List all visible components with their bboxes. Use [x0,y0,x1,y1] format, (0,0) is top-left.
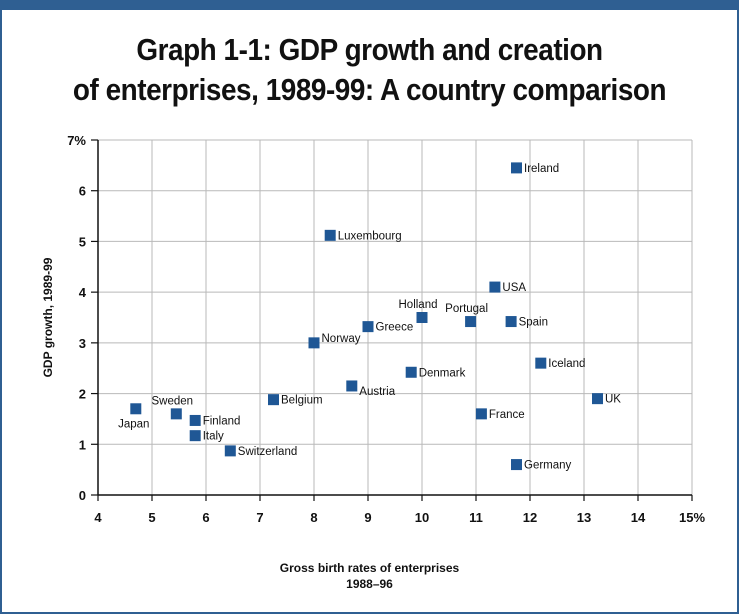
data-point-label: Austria [359,386,395,398]
data-point-label: Iceland [548,358,585,370]
y-tick-label: 2 [79,387,86,402]
chart-title: Graph 1-1: GDP growth and creation of en… [39,30,701,110]
data-point-marker [489,281,501,293]
data-point-label: Japan [118,418,149,430]
data-point-marker [268,394,279,406]
data-point-label: France [489,409,525,421]
y-tick-label: 3 [79,336,86,351]
data-point-marker [362,321,374,333]
data-point-marker [535,357,547,369]
data-point-marker [475,408,487,420]
data-point-marker [592,393,603,405]
top-accent-bar [0,0,739,10]
data-point-marker [130,403,142,415]
data-point-label: Finland [203,415,241,427]
axes [91,139,693,501]
data-point-label: USA [502,282,526,294]
data-point-marker [224,445,236,457]
x-tick-label: 13 [577,510,591,525]
data-point-marker [308,337,320,349]
x-axis-label-line-2: 1988–96 [346,577,393,591]
data-point-marker [324,229,336,241]
data-point-label: Luxembourg [338,230,402,242]
y-tick-label: 6 [79,184,86,199]
data-point-label: Holland [399,299,438,311]
data-point-marker [346,380,358,392]
y-tick-label: 0 [79,488,86,503]
data-point-label: Germany [524,460,572,472]
data-point-marker [511,459,522,471]
x-tick-label: 6 [202,510,209,525]
x-tick-label: 11 [469,510,483,525]
chart-title-line-1: Graph 1-1: GDP growth and creation [136,32,603,67]
grid [98,139,693,495]
data-point-label: Spain [519,317,548,329]
data-point-marker [511,162,522,174]
data-point-label: Denmark [419,367,466,379]
data-point-label: Switzerland [238,446,297,458]
data-point-label: Greece [376,322,414,334]
x-tick-label: 15% [679,510,705,525]
x-tick-label: 9 [364,510,371,525]
x-tick-label: 12 [523,510,537,525]
data-point-marker [465,316,477,328]
chart-title-line-2: of enterprises, 1989-99: A country compa… [72,72,667,107]
data-point-label: Portugal [445,303,488,315]
y-tick-label: 4 [79,285,87,300]
data-point-label: Ireland [524,163,559,175]
data-point-marker [189,430,201,442]
y-tick-label: 1 [79,437,86,452]
data-point-marker [189,414,201,426]
x-tick-label: 14 [631,510,646,525]
x-tick-label: 5 [148,510,155,525]
x-axis-label: Gross birth rates of enterprises 1988–96 [2,560,737,592]
data-point-marker [405,366,417,378]
data-point-label: Italy [203,431,224,443]
data-point-marker [505,316,517,328]
x-axis-label-line-1: Gross birth rates of enterprises [279,561,460,575]
y-tick-label: 7% [67,133,86,148]
y-tick-label: 5 [79,234,86,249]
x-tick-label: 8 [310,510,317,525]
data-point-label: Norway [322,333,361,345]
x-tick-label: 7 [256,510,263,525]
data-point-marker [170,408,182,420]
data-point-label: Belgium [281,395,323,407]
data-point-marker [416,312,428,323]
y-axis-label: GDP growth, 1989-99 [41,257,55,377]
x-tick-label: 4 [94,510,102,525]
data-point-label: UK [605,394,621,406]
data-point-label: Sweden [152,395,194,407]
x-tick-label: 10 [415,510,429,525]
